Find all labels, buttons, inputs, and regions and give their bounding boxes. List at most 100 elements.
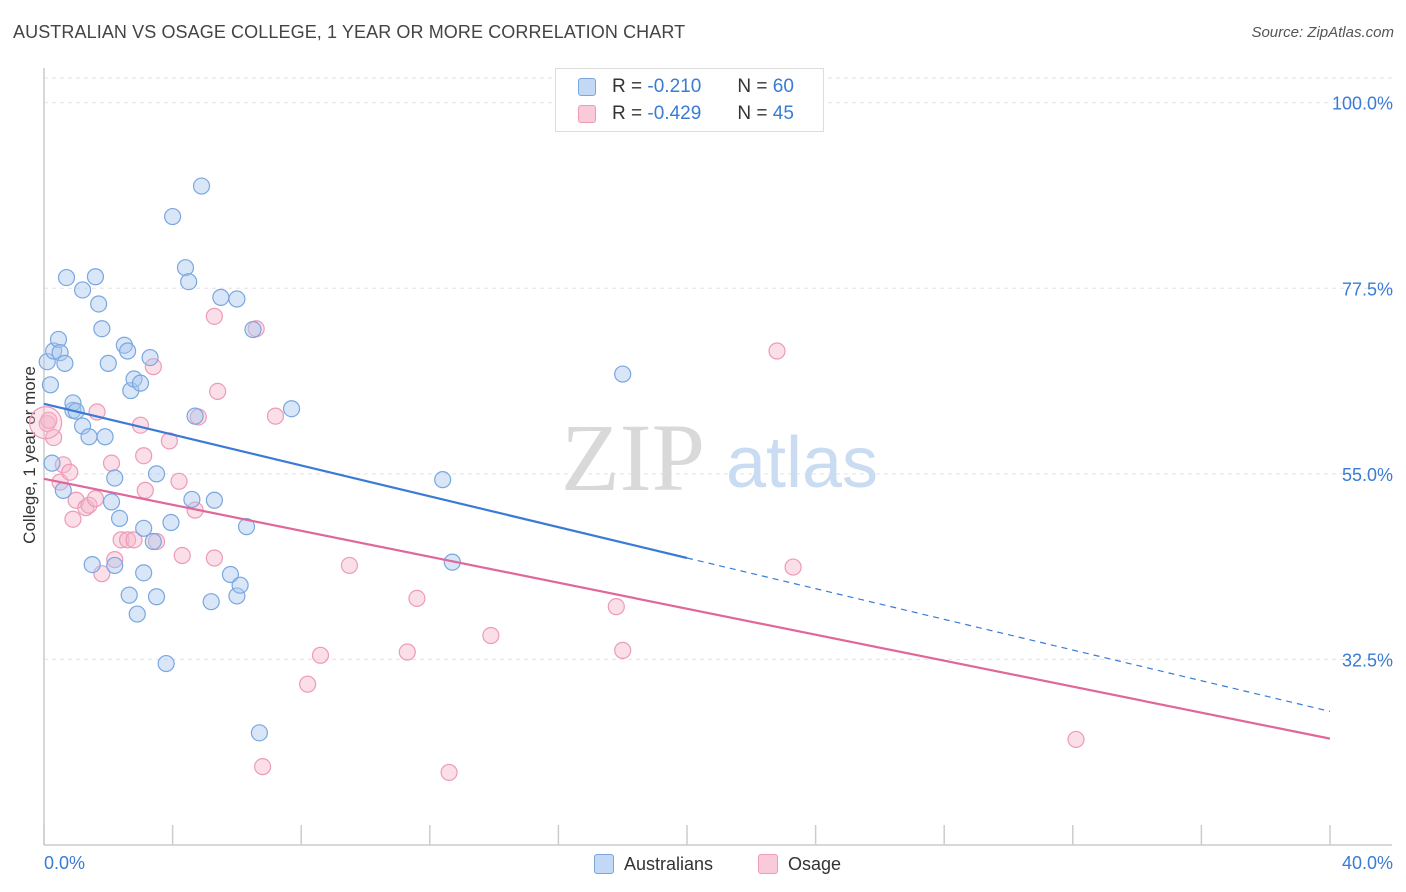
osage-point	[266, 407, 285, 425]
australians-point	[180, 273, 198, 291]
gridlines	[44, 77, 1392, 660]
watermark-atlas: atlas	[726, 423, 878, 503]
australians-point	[282, 400, 301, 418]
legend-row-osage: R = -0.429 N = 45	[578, 101, 794, 127]
osage-point	[768, 342, 786, 360]
australians-point	[221, 565, 240, 584]
source-label: Source: ZipAtlas.com	[1251, 24, 1394, 41]
australians-trend-extension	[686, 557, 1331, 712]
osage-point	[614, 641, 632, 659]
osage-point	[135, 447, 153, 465]
australians-point	[162, 513, 180, 532]
australians-point	[192, 177, 211, 195]
australians-point	[57, 268, 76, 287]
osage-swatch	[578, 105, 596, 123]
y-tick-label: 55.0%	[1342, 465, 1393, 485]
x-tick-label-min: 0.0%	[44, 853, 85, 873]
osage-point-large	[29, 406, 63, 440]
osage-point	[136, 481, 154, 499]
australians-point	[144, 532, 162, 551]
osage-point	[118, 531, 137, 549]
x-tick-label-max: 40.0%	[1342, 853, 1393, 873]
osage-point	[784, 558, 802, 576]
osage-point	[64, 510, 82, 528]
osage-point	[61, 463, 79, 481]
australians-point	[73, 417, 92, 435]
australians-point	[183, 490, 201, 509]
osage-point	[205, 307, 223, 325]
legend-r-value: -0.210	[647, 76, 702, 97]
australians-point	[228, 290, 246, 308]
australians-point	[186, 407, 204, 425]
australians-point	[128, 605, 146, 623]
australians-point	[164, 207, 182, 226]
australians-point	[102, 493, 121, 511]
osage-point	[311, 646, 330, 664]
australians-point	[118, 342, 137, 360]
osage-trend-line	[43, 477, 1331, 740]
australians-point	[120, 586, 138, 604]
osage-points	[29, 307, 1085, 782]
australians-point	[228, 587, 246, 605]
osage-point	[170, 472, 188, 490]
y-tick-label: 100.0%	[1332, 94, 1393, 114]
osage-point	[144, 358, 162, 376]
australians-point	[83, 555, 101, 574]
legend-r-label: R =	[612, 76, 643, 97]
osage-point	[86, 490, 105, 508]
australians-point	[110, 509, 129, 528]
watermark-zip: ZIP	[561, 404, 705, 511]
osage-point	[205, 549, 223, 567]
osage-point	[173, 546, 191, 565]
bottom-legend-osage: Osage	[758, 852, 841, 876]
legend-n-label: N =	[737, 103, 768, 124]
australians-point	[49, 330, 68, 349]
australians-point	[212, 288, 230, 306]
australians-point	[99, 354, 117, 372]
osage-point	[125, 531, 143, 549]
tick-labels: 32.5% 55.0% 77.5% 100.0% 0.0% 40.0%	[44, 94, 1393, 873]
legend-n-value: 60	[772, 76, 794, 97]
osage-point	[607, 598, 625, 616]
y-tick-label: 77.5%	[1342, 279, 1393, 299]
australians-point	[614, 365, 632, 383]
australians-legend-label: Australians	[624, 853, 714, 874]
australians-point	[135, 564, 153, 582]
australians-legend-swatch	[594, 854, 614, 874]
australians-point	[90, 295, 108, 313]
osage-point	[106, 551, 124, 569]
australians-point	[106, 469, 124, 487]
australians-point	[80, 428, 98, 446]
osage-point	[102, 454, 121, 472]
australians-point	[106, 556, 124, 575]
osage-point	[254, 758, 272, 776]
australians-point	[205, 491, 223, 509]
australians-point	[51, 344, 69, 362]
australians-point	[56, 354, 74, 372]
australians-point	[141, 348, 159, 367]
legend-r-label: R =	[612, 103, 643, 124]
australians-point	[244, 320, 262, 339]
australians-point	[250, 724, 269, 742]
australians-point	[96, 428, 114, 446]
australians-point	[176, 259, 195, 277]
australians-trend-line	[43, 402, 688, 560]
trend-lines	[43, 402, 1331, 740]
chart-title: AUSTRALIAN VS OSAGE COLLEGE, 1 YEAR OR M…	[13, 22, 686, 42]
legend-r-value: -0.429	[647, 103, 702, 124]
stats-legend: R = -0.210 N = 60 R = -0.429 N = 45	[555, 68, 824, 132]
australians-swatch	[578, 78, 596, 96]
legend-n-label: N =	[737, 76, 768, 97]
legend-n-value: 45	[772, 103, 794, 124]
australians-point	[135, 519, 153, 537]
australians-point	[147, 465, 166, 483]
osage-point	[440, 763, 458, 782]
osage-point	[209, 382, 227, 400]
watermark: ZIP atlas	[561, 404, 878, 511]
australians-point	[131, 374, 150, 392]
osage-point	[1067, 730, 1085, 749]
australians-point	[41, 376, 60, 394]
australians-point	[43, 454, 61, 472]
osage-point	[299, 675, 317, 693]
